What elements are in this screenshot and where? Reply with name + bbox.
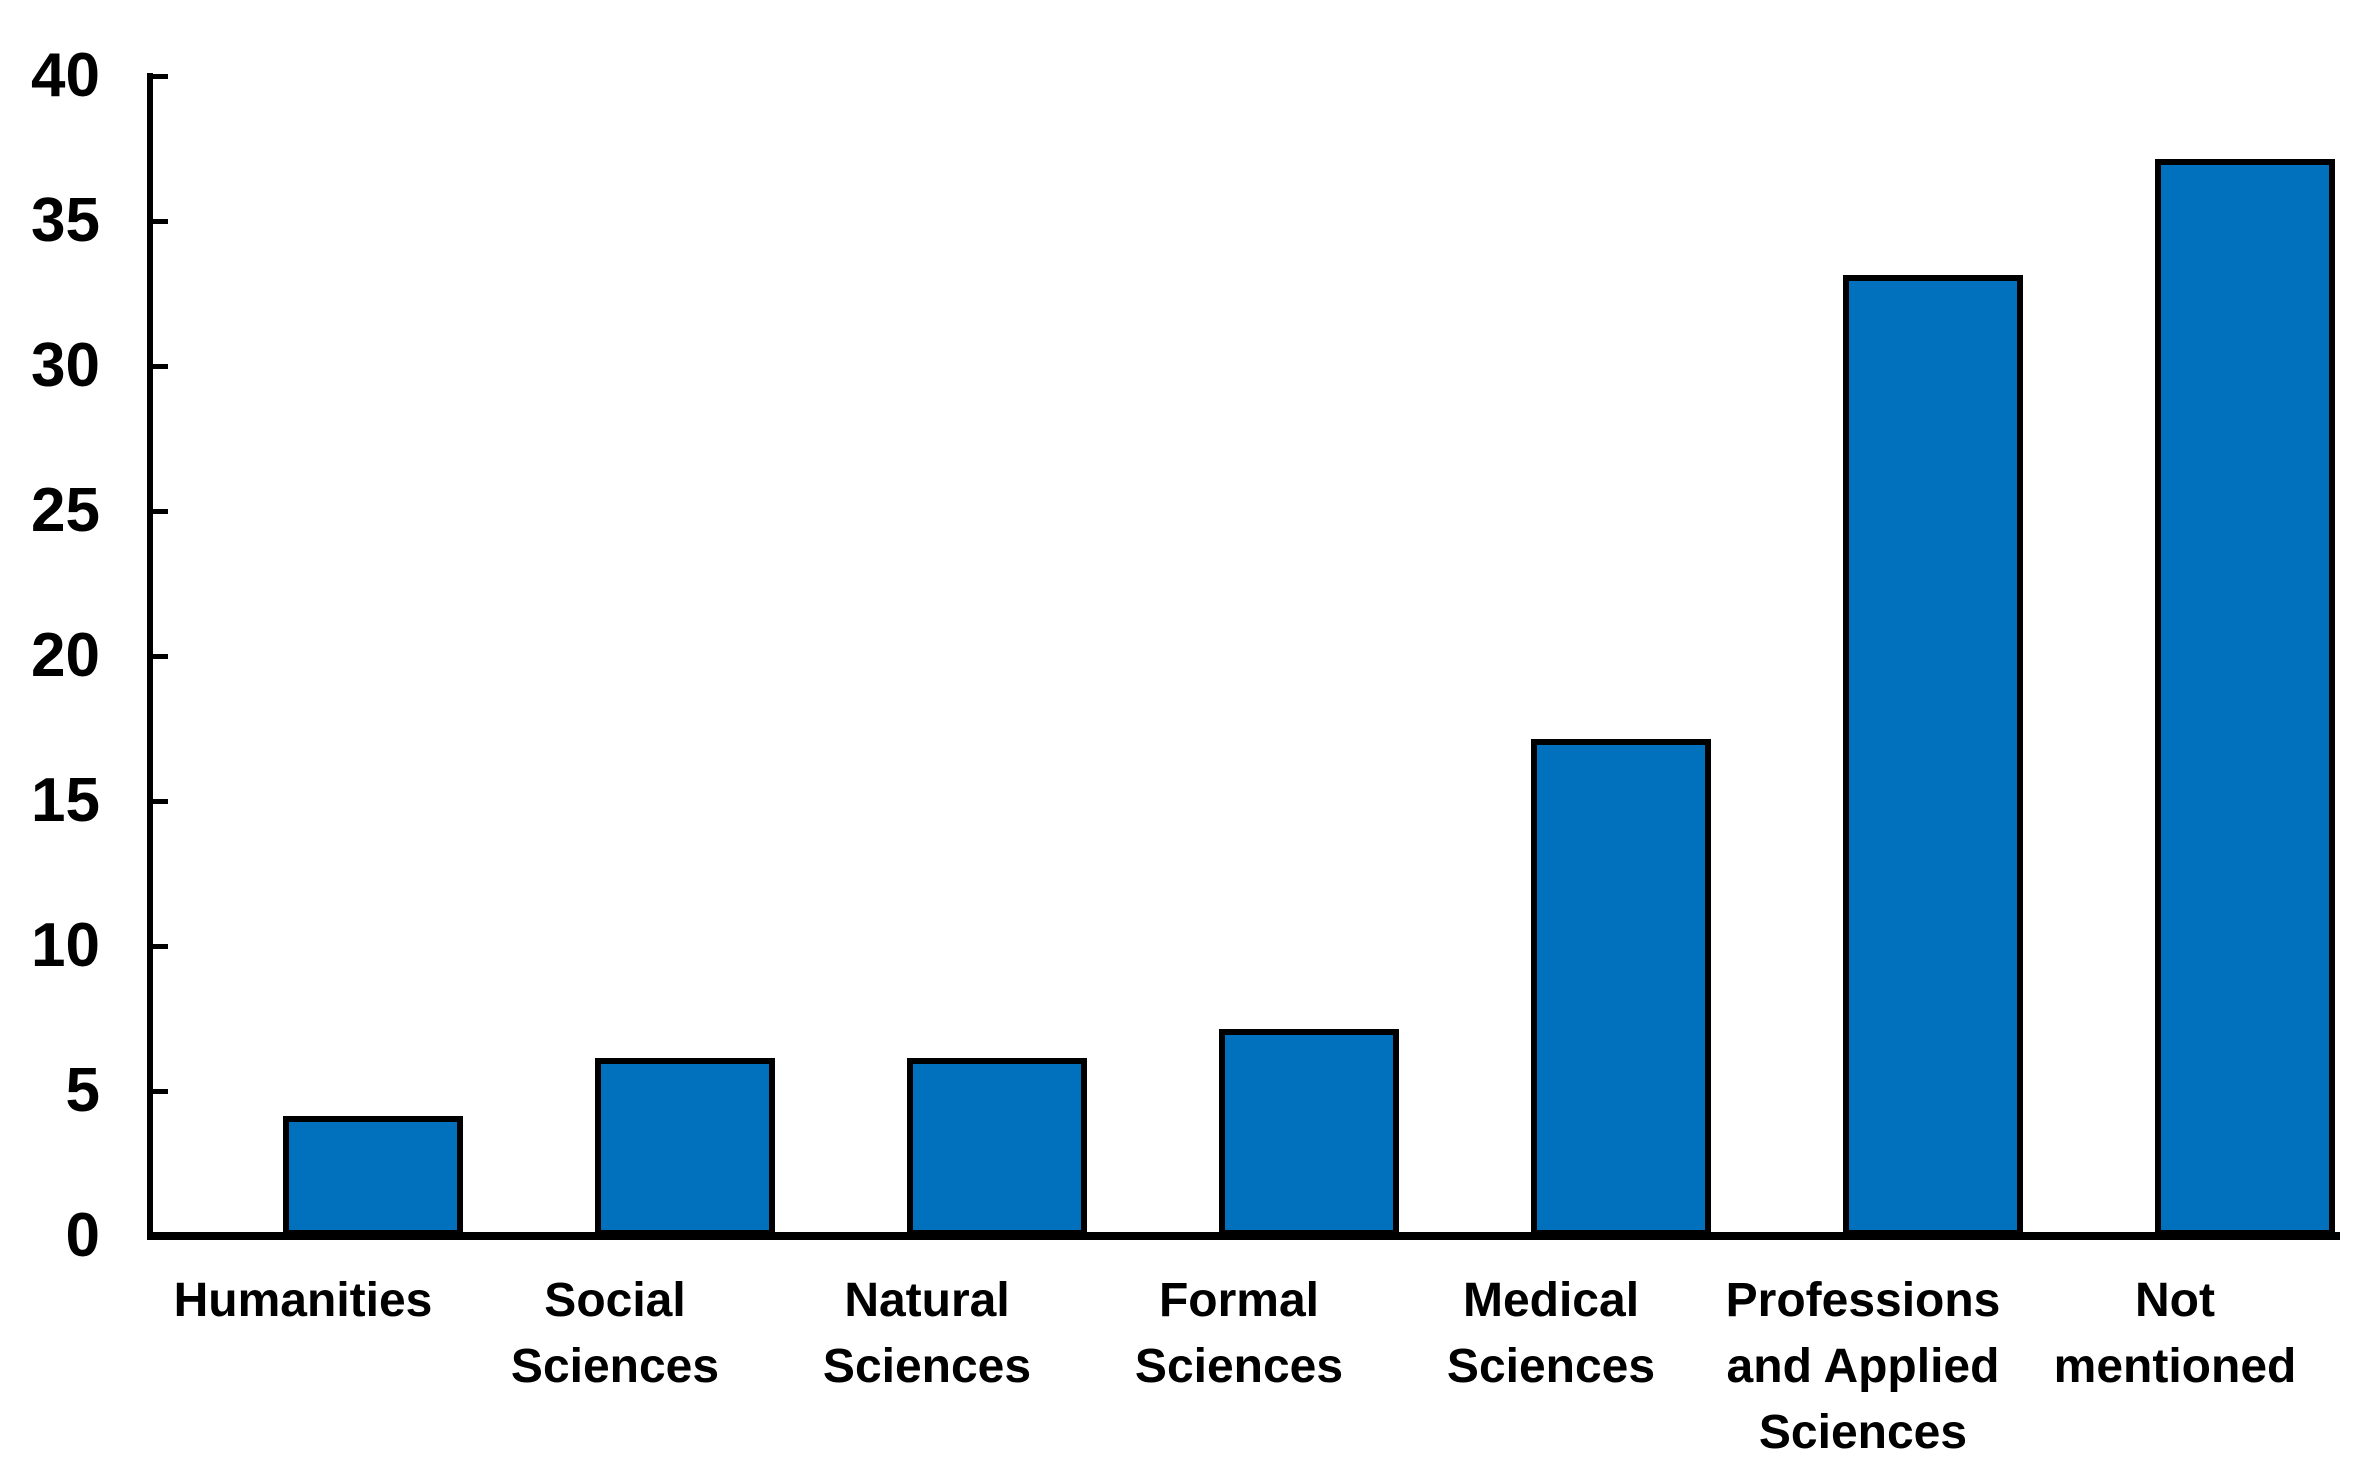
- y-tick-label: 5: [65, 1056, 100, 1125]
- y-axis-tick: [147, 944, 168, 949]
- x-axis-line: [147, 1232, 2340, 1240]
- x-tick-label: Professions and Applied Sciences: [1725, 1274, 2001, 1459]
- y-tick-label: 30: [31, 331, 100, 400]
- y-axis-tick: [147, 364, 168, 369]
- bar: [283, 1116, 463, 1236]
- y-axis-tick: [147, 219, 168, 224]
- y-tick-label: 40: [31, 41, 100, 110]
- x-tick-label: Medical Sciences: [1446, 1274, 1656, 1393]
- bar: [595, 1058, 775, 1236]
- y-axis-tick: [147, 509, 168, 514]
- bar: [1843, 275, 2023, 1236]
- y-axis-tick: [147, 74, 168, 79]
- bar: [2155, 159, 2335, 1236]
- bar: [907, 1058, 1087, 1236]
- y-tick-label: 15: [31, 766, 100, 835]
- x-tick-label: Natural Sciences: [822, 1274, 1032, 1393]
- y-tick-label: 25: [31, 476, 100, 545]
- x-tick-label: Social Sciences: [510, 1274, 720, 1393]
- y-axis-tick: [147, 799, 168, 804]
- x-tick-label: Not mentioned: [2053, 1274, 2297, 1393]
- x-tick-label: Humanities: [173, 1274, 433, 1327]
- y-tick-label: 20: [31, 621, 100, 690]
- y-tick-label: 10: [31, 911, 100, 980]
- y-axis-tick: [147, 654, 168, 659]
- y-tick-label: 35: [31, 186, 100, 255]
- bar: [1219, 1029, 1399, 1236]
- x-tick-label: Formal Sciences: [1134, 1274, 1344, 1393]
- bar: [1531, 739, 1711, 1236]
- y-tick-label: 0: [65, 1201, 100, 1270]
- y-axis-tick: [147, 1089, 168, 1094]
